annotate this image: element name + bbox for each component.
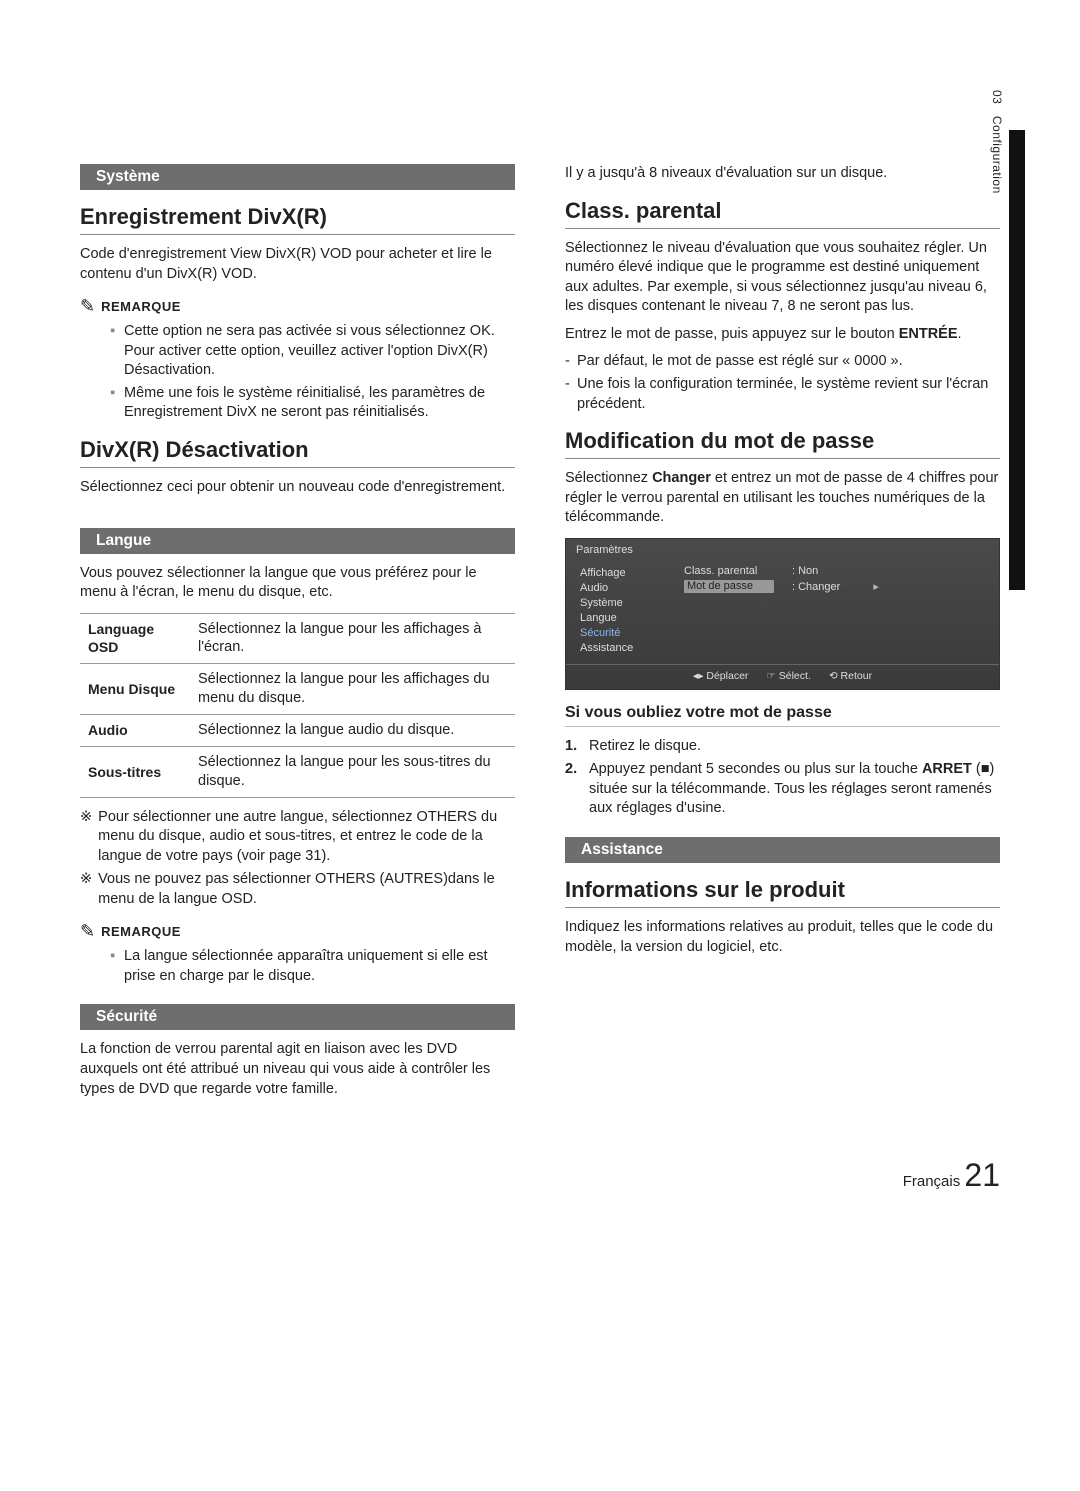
panel-nav-item: Audio — [576, 581, 676, 595]
chapter-number: 03 — [990, 90, 1004, 104]
table-cell-desc: Sélectionnez la langue pour les sous-tit… — [190, 746, 515, 797]
table-cell-desc: Sélectionnez la langue audio du disque. — [190, 715, 515, 747]
section-assistance: Assistance — [565, 837, 1000, 863]
panel-hint-select: ☞ Sélect. — [766, 670, 810, 682]
forgot-steps: Retirez le disque. Appuyez pendant 5 sec… — [565, 737, 1000, 819]
list-item: Par défaut, le mot de passe est réglé su… — [565, 352, 1000, 372]
note-item: ※ Vous ne pouvez pas sélectionner OTHERS… — [80, 870, 515, 909]
panel-body: Affichage Audio Système Langue Sécurité … — [566, 561, 999, 664]
panel-row-label: Mot de passe — [684, 580, 774, 593]
heading-class-parental: Class. parental — [565, 198, 1000, 229]
heading-forgot: Si vous oubliez votre mot de passe — [565, 704, 1000, 727]
remarque-heading: ✎ REMARQUE — [80, 921, 515, 942]
panel-nav-item: Langue — [576, 611, 676, 625]
table-cell-label: Audio — [80, 715, 190, 747]
table-cell-desc: Sélectionnez la langue pour les affichag… — [190, 613, 515, 664]
list-item: Une fois la configuration terminée, le s… — [565, 375, 1000, 414]
note-text: Pour sélectionner une autre langue, séle… — [98, 808, 515, 867]
left-column: Système Enregistrement DivX(R) Code d'en… — [80, 160, 515, 1107]
levels-intro: Il y a jusqu'à 8 niveaux d'évaluation su… — [565, 164, 1000, 184]
columns: Système Enregistrement DivX(R) Code d'en… — [80, 160, 1000, 1107]
table-row: Audio Sélectionnez la langue audio du di… — [80, 715, 515, 747]
table-cell-label: Menu Disque — [80, 664, 190, 715]
footer-lang: Français — [903, 1173, 961, 1190]
reference-mark-icon: ※ — [80, 808, 92, 867]
langue-note-list: ※ Pour sélectionner une autre langue, sé… — [80, 808, 515, 910]
table-row: Menu Disque Sélectionnez la langue pour … — [80, 664, 515, 715]
remarque-heading: ✎ REMARQUE — [80, 296, 515, 317]
section-systeme: Système — [80, 164, 515, 190]
step-item: Retirez le disque. — [565, 737, 1000, 757]
page-footer: Français 21 — [80, 1157, 1000, 1194]
modif-p1: Sélectionnez Changer et entrez un mot de… — [565, 469, 1000, 528]
entree-label: ENTRÉE — [899, 326, 958, 342]
table-cell-label: Sous-titres — [80, 746, 190, 797]
panel-row-value: : Changer — [792, 580, 879, 593]
panel-hint-return: ⟲ Retour — [829, 670, 872, 682]
panel-nav-item-selected: Sécurité — [576, 626, 676, 640]
heading-infos-produit: Informations sur le produit — [565, 877, 1000, 908]
heading-divx-deactivation: DivX(R) Désactivation — [80, 437, 515, 468]
section-securite: Sécurité — [80, 1004, 515, 1030]
remarque-label: REMARQUE — [101, 299, 181, 314]
heading-modif-mdp: Modification du mot de passe — [565, 428, 1000, 459]
note-item: ※ Pour sélectionner une autre langue, sé… — [80, 808, 515, 867]
langue-table: Language OSD Sélectionnez la langue pour… — [80, 613, 515, 798]
panel-nav-item: Système — [576, 596, 676, 610]
panel-hint-move: ◂▸ Déplacer — [693, 670, 748, 682]
chapter-side-label: 03 Configuration — [990, 90, 1004, 194]
langue-remarque-list: La langue sélectionnée apparaîtra unique… — [80, 947, 515, 986]
panel-nav-item: Assistance — [576, 641, 676, 655]
parental-p1: Sélectionnez le niveau d'évaluation que … — [565, 239, 1000, 317]
text-divx: Code d'enregistrement View DivX(R) VOD p… — [80, 245, 515, 284]
side-index-bar — [1009, 130, 1025, 590]
note-text: Vous ne pouvez pas sélectionner OTHERS (… — [98, 870, 515, 909]
remarque-label: REMARQUE — [101, 924, 181, 939]
panel-nav-item: Affichage — [576, 566, 676, 580]
securite-intro: La fonction de verrou parental agit en l… — [80, 1040, 515, 1099]
arret-label: ARRET — [922, 761, 972, 777]
panel-row-label: Class. parental — [684, 565, 774, 577]
section-langue: Langue — [80, 528, 515, 554]
langue-intro: Vous pouvez sélectionner la langue que v… — [80, 564, 515, 603]
table-cell-label: Language OSD — [80, 613, 190, 664]
table-row: Language OSD Sélectionnez la langue pour… — [80, 613, 515, 664]
page-number: 21 — [964, 1157, 1000, 1193]
list-item: La langue sélectionnée apparaîtra unique… — [110, 947, 515, 986]
table-cell-desc: Sélectionnez la langue pour les affichag… — [190, 664, 515, 715]
table-row: Sous-titres Sélectionnez la langue pour … — [80, 746, 515, 797]
panel-nav: Affichage Audio Système Langue Sécurité … — [576, 565, 676, 656]
settings-panel: Paramètres Affichage Audio Système Langu… — [565, 538, 1000, 690]
panel-row-active: Mot de passe : Changer — [684, 580, 989, 593]
chapter-title: Configuration — [990, 116, 1004, 194]
list-item: Cette option ne sera pas activée si vous… — [110, 322, 515, 381]
panel-row: Class. parental : Non — [684, 565, 989, 577]
reference-mark-icon: ※ — [80, 870, 92, 909]
right-column: Il y a jusqu'à 8 niveaux d'évaluation su… — [565, 160, 1000, 1107]
panel-footer: ◂▸ Déplacer ☞ Sélect. ⟲ Retour — [566, 664, 999, 689]
divx-remarque-list: Cette option ne sera pas activée si vous… — [80, 322, 515, 423]
parental-dash-list: Par défaut, le mot de passe est réglé su… — [565, 352, 1000, 414]
note-icon: ✎ — [80, 921, 95, 942]
note-icon: ✎ — [80, 296, 95, 317]
parental-p2: Entrez le mot de passe, puis appuyez sur… — [565, 325, 1000, 345]
panel-main: Class. parental : Non Mot de passe : Cha… — [684, 565, 989, 656]
page: 03 Configuration Système Enregistrement … — [0, 0, 1080, 1254]
text-divx-deactivation: Sélectionnez ceci pour obtenir un nouvea… — [80, 478, 515, 498]
panel-title: Paramètres — [566, 539, 999, 561]
panel-row-value: : Non — [792, 565, 818, 577]
list-item: Même une fois le système réinitialisé, l… — [110, 384, 515, 423]
assistance-text: Indiquez les informations relatives au p… — [565, 918, 1000, 957]
stop-icon: ■ — [981, 761, 990, 777]
changer-label: Changer — [652, 470, 711, 486]
step-item: Appuyez pendant 5 secondes ou plus sur l… — [565, 760, 1000, 819]
heading-divx: Enregistrement DivX(R) — [80, 204, 515, 235]
